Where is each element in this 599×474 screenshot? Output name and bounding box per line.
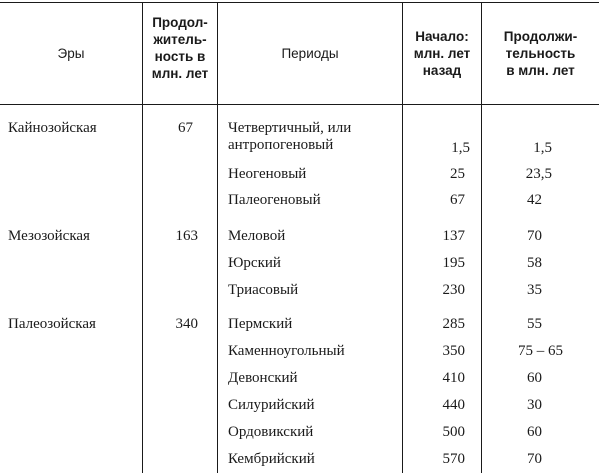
period-name: Кембрийский (228, 451, 315, 467)
header-period-duration-line: Продолжи- (503, 29, 578, 44)
header-period-duration-line: тельность (505, 46, 576, 61)
period-name: Силурийский (228, 397, 315, 413)
table-top-rule (0, 2, 599, 3)
period-duration: 75 – 65 (518, 343, 563, 359)
era-name: Палеозойская (8, 316, 96, 332)
period-start: 67 (450, 192, 465, 208)
header-start-line: Начало: (415, 29, 469, 44)
header-era: Эры (57, 46, 85, 61)
period-name: Четвертичный, или (228, 120, 352, 136)
column-divider (142, 3, 143, 473)
period-duration: 60 (527, 370, 542, 386)
period-start: 1,5 (451, 140, 470, 156)
header-start-line: назад (422, 63, 462, 78)
period-duration: 70 (527, 228, 542, 244)
header-period: Периоды (281, 46, 339, 61)
header-era-duration-line: житель- (153, 32, 207, 47)
period-name: Палеогеновый (228, 192, 321, 208)
period-name: Юрский (228, 255, 281, 271)
period-name: Меловой (228, 228, 286, 244)
period-name: Девонский (228, 370, 298, 386)
period-start: 230 (442, 282, 466, 298)
period-duration: 23,5 (525, 166, 552, 182)
period-duration: 55 (527, 316, 542, 332)
header-era-duration-line: Продол- (152, 15, 208, 30)
period-name-continued: антропогеновый (228, 137, 334, 153)
period-name: Триасовый (228, 282, 299, 298)
period-start: 410 (442, 370, 466, 386)
period-duration: 35 (527, 282, 542, 298)
period-start: 440 (442, 397, 466, 413)
period-duration: 30 (527, 397, 542, 413)
period-start: 195 (442, 255, 466, 271)
period-name: Пермский (228, 316, 293, 332)
period-duration: 60 (527, 424, 542, 440)
period-start: 350 (442, 343, 466, 359)
era-duration: 340 (175, 316, 199, 332)
header-period-duration: Продолжи- тельность в млн. лет (482, 28, 599, 79)
header-era-duration: Продол- житель- ность в млн. лет (143, 14, 217, 82)
period-start: 25 (450, 166, 465, 182)
header-start: Начало: млн. лет назад (403, 28, 481, 79)
period-duration: 58 (527, 255, 542, 271)
period-start: 570 (442, 451, 466, 467)
era-duration: 67 (178, 120, 193, 136)
period-start: 285 (442, 316, 466, 332)
era-duration: 163 (175, 228, 199, 244)
period-start: 137 (442, 228, 466, 244)
header-period-duration-line: в млн. лет (506, 63, 575, 78)
column-divider (481, 3, 482, 473)
column-divider (402, 3, 403, 473)
era-name: Мезозойская (8, 228, 90, 244)
header-era-duration-line: млн. лет (151, 66, 209, 81)
period-name: Каменноугольный (228, 343, 345, 359)
period-name: Ордовикский (228, 424, 314, 440)
era-name: Кайнозойская (8, 120, 97, 136)
header-era-duration-line: ность в (154, 49, 206, 64)
period-name: Неогеновый (228, 166, 307, 182)
column-divider (217, 3, 218, 473)
period-duration: 42 (527, 192, 542, 208)
period-start: 500 (442, 424, 466, 440)
period-duration: 1,5 (533, 140, 552, 156)
period-duration: 70 (527, 451, 542, 467)
header-bottom-rule (0, 104, 599, 105)
header-start-line: млн. лет (413, 46, 471, 61)
